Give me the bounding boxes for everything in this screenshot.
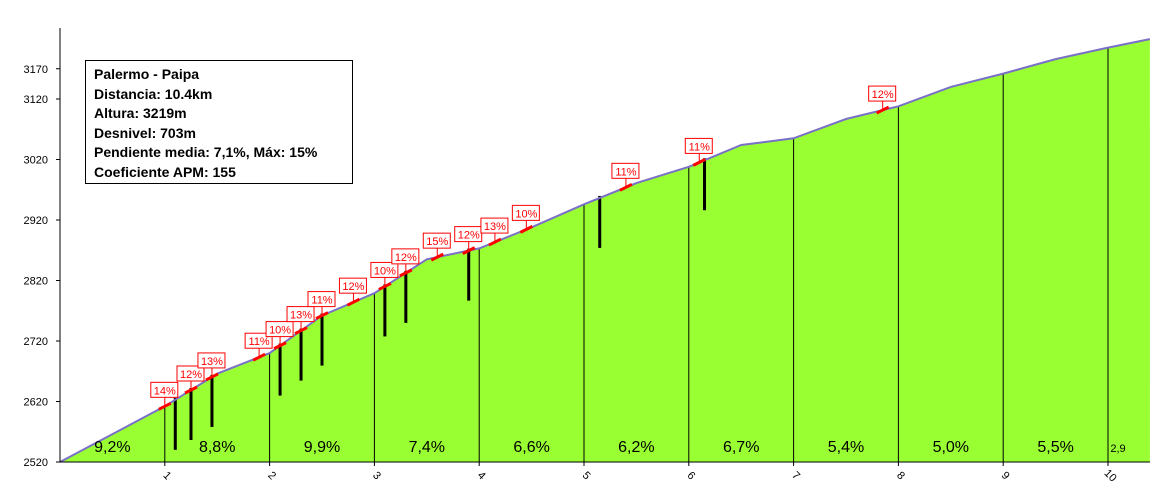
segment-gradient-label: 8,8% — [199, 439, 235, 456]
segment-gradient-label: 6,6% — [513, 439, 549, 456]
steep-label: 12% — [395, 252, 417, 264]
steep-box — [511, 204, 540, 221]
steep-box — [176, 365, 205, 382]
steep-label: 14% — [154, 385, 176, 397]
segment-gradient-label: 5,5% — [1037, 439, 1073, 456]
elevation-outline — [59, 38, 1151, 463]
y-axis-ticks: 2520 2620 2720 2820 2920 3020 3120 3170 — [24, 64, 60, 469]
x-tick-label: 10 — [1102, 467, 1119, 484]
steep-box — [480, 217, 509, 234]
steep-label: 15% — [426, 236, 448, 248]
steep-label: 11% — [615, 166, 636, 178]
segment-gradient-label: 9,9% — [304, 439, 340, 456]
steep-label: 13% — [201, 356, 223, 368]
segment-gradient-labels: 9,2% 8,8% 9,9% 7,4% 6,6% 6,2% 6,7% 5,4% 5,0% 5,5%… — [94, 439, 1125, 456]
steep-label: 12% — [458, 230, 480, 242]
km-divider-lines — [164, 47, 1109, 462]
segment-gradient-label: 7,4% — [409, 439, 445, 456]
steep-box — [338, 277, 367, 294]
steep-box — [868, 85, 897, 102]
x-tick-label: 7 — [789, 469, 802, 482]
steep-box — [684, 137, 713, 154]
steep-box — [197, 352, 226, 369]
y-tick-label: 2920 — [24, 215, 48, 227]
steep-box — [265, 321, 294, 338]
steep-box — [307, 291, 336, 308]
x-tick-label: 2 — [265, 469, 278, 482]
segment-gradient-label: 6,2% — [618, 439, 654, 456]
steep-label: 10% — [269, 325, 291, 337]
steep-box — [454, 226, 483, 243]
steep-label: 13% — [290, 310, 312, 322]
steep-label: 11% — [249, 336, 270, 348]
steep-label: 12% — [180, 369, 202, 381]
route-info-box: Palermo - Paipa Distancia: 10.4km Altura… — [85, 60, 353, 184]
steep-label: 12% — [872, 89, 894, 101]
x-tick-label: 4 — [475, 469, 488, 482]
x-axis-ticks: 1 2 3 4 5 6 7 8 9 10 — [161, 462, 1119, 484]
steep-label: 10% — [515, 208, 537, 220]
elevation-area — [60, 39, 1150, 462]
segment-gradient-label: 9,2% — [94, 439, 130, 456]
steep-box — [391, 248, 420, 265]
gradient-text: Pendiente media: 7,1%, Máx: 15% — [94, 144, 318, 160]
steep-box — [150, 381, 179, 398]
x-tick-label: 3 — [370, 469, 383, 482]
segment-gradient-label: 5,0% — [933, 439, 969, 456]
y-tick-label: 3020 — [24, 155, 48, 167]
x-tick-label: 9 — [999, 469, 1012, 482]
y-tick-label: 3120 — [24, 94, 48, 106]
steep-box — [244, 332, 273, 349]
steep-label: 12% — [342, 281, 364, 293]
steep-label: 11% — [689, 141, 710, 153]
y-tick-label: 3170 — [24, 64, 48, 76]
steep-label: 11% — [311, 295, 332, 307]
steep-box — [370, 261, 399, 278]
x-tick-label: 1 — [161, 469, 174, 482]
altitude-text: Altura: 3219m — [94, 105, 187, 121]
x-tick-label: 6 — [685, 469, 698, 482]
steep-box — [286, 306, 315, 323]
steep-label: 13% — [484, 221, 506, 233]
y-tick-label: 2620 — [24, 397, 48, 409]
segment-gradient-label: 6,7% — [723, 439, 759, 456]
x-tick-label: 8 — [894, 469, 907, 482]
steep-section-labels: 14%12%13%11%10%13%11%12%10%12%15%12%13%1… — [150, 85, 897, 411]
y-tick-label: 2820 — [24, 276, 48, 288]
segment-gradient-label: 2,9 — [1110, 443, 1125, 455]
route-name: Palermo - Paipa — [94, 66, 200, 82]
distance-text: Distancia: 10.4km — [94, 85, 213, 102]
steep-box — [422, 232, 451, 249]
x-tick-label: 5 — [580, 469, 593, 482]
y-tick-label: 2520 — [24, 457, 48, 469]
y-tick-label: 2720 — [24, 336, 48, 348]
gain-text: Desnivel: 703m — [94, 124, 196, 141]
steep-box — [611, 162, 640, 179]
apm-text: Coeficiente APM: 155 — [94, 163, 236, 180]
climb-markers — [173, 158, 707, 450]
segment-gradient-label: 5,4% — [828, 439, 864, 456]
steep-label: 10% — [374, 265, 396, 277]
